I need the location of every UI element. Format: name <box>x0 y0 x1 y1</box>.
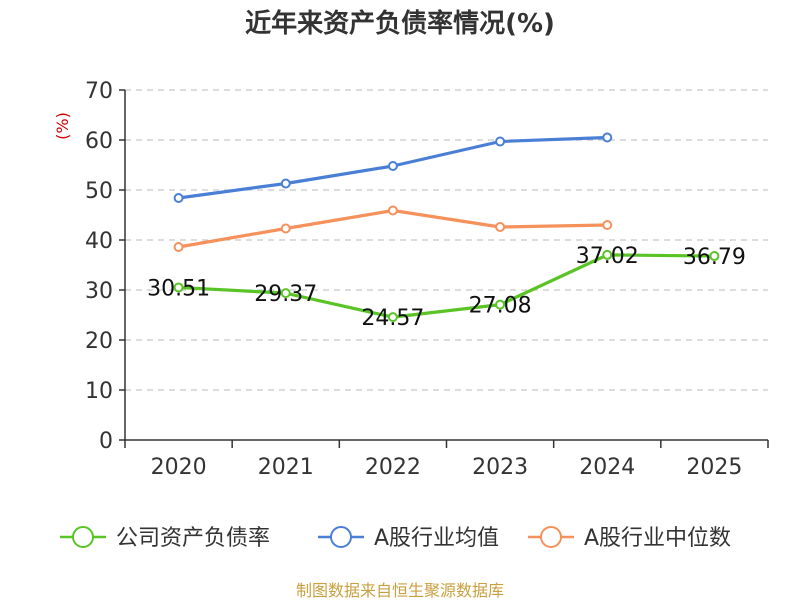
chart-title: 近年来资产负债率情况(%) <box>245 8 555 39</box>
data-label: 36.79 <box>683 245 746 270</box>
data-point <box>387 161 398 171</box>
data-point <box>495 136 506 147</box>
series-line <box>178 208 608 249</box>
x-tick-label: 2022 <box>365 455 421 480</box>
y-tick-label: 0 <box>99 429 113 454</box>
data-label: 37.02 <box>576 244 639 269</box>
x-tick-label: 2023 <box>472 455 528 480</box>
y-tick-label: 70 <box>85 79 113 104</box>
x-tick-label: 2024 <box>579 455 635 480</box>
data-point <box>602 249 613 260</box>
data-point <box>387 312 398 323</box>
y-axis-unit: (%) <box>53 112 72 140</box>
data-label: 30.51 <box>147 276 210 301</box>
series-lines <box>173 132 720 323</box>
data-point <box>495 299 506 310</box>
axes: 0 10 20 30 40 50 60 70 2020 2021 2022 2023 2024 2025 <box>85 79 769 480</box>
y-tick-label: 60 <box>85 129 113 154</box>
legend-label: 公司资产负债率 <box>116 526 270 551</box>
data-point <box>709 251 720 262</box>
legend-label: A股行业均值 <box>374 526 499 551</box>
y-tick-label: 20 <box>85 329 113 354</box>
legend-marker <box>330 526 352 548</box>
data-point <box>280 223 291 234</box>
y-tick-label: 50 <box>85 179 113 204</box>
y-tick-label: 40 <box>85 229 113 254</box>
data-labels: 30.51 29.37 24.57 27.08 37.02 36.79 <box>147 244 746 331</box>
data-point <box>280 178 291 189</box>
grid <box>125 89 768 391</box>
data-label: 29.37 <box>254 282 317 307</box>
data-point <box>602 132 613 143</box>
data-point <box>173 193 184 203</box>
legend-marker <box>72 526 94 548</box>
y-tick-label: 10 <box>85 379 113 404</box>
data-label: 24.57 <box>361 306 424 331</box>
data-point <box>173 242 184 252</box>
legend-label: A股行业中位数 <box>584 526 731 551</box>
series-line <box>178 253 715 319</box>
legend: 公司资产负债率 A股行业均值 A股行业中位数 <box>60 526 731 551</box>
x-tick-label: 2020 <box>151 455 207 480</box>
source-note: 制图数据来自恒生聚源数据库 <box>296 581 504 600</box>
data-point <box>280 288 291 299</box>
y-tick-label: 30 <box>85 279 113 304</box>
data-point <box>602 220 613 230</box>
x-tick-label: 2025 <box>686 455 742 480</box>
legend-marker <box>540 526 562 548</box>
data-point <box>173 282 184 293</box>
x-tick-label: 2021 <box>258 455 314 480</box>
data-point <box>495 222 506 232</box>
data-point <box>387 205 398 216</box>
data-label: 27.08 <box>469 294 532 319</box>
